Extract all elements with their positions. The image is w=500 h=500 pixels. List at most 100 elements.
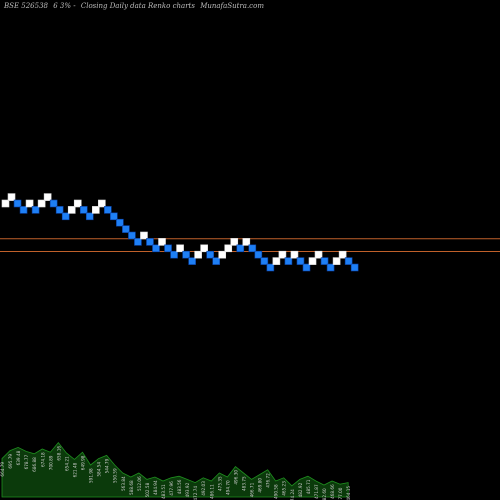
volume-label: 649.98 bbox=[81, 455, 86, 470]
renko-brick-up bbox=[332, 257, 341, 265]
renko-brick-up bbox=[73, 199, 82, 208]
renko-brick-down bbox=[212, 257, 220, 265]
volume-label: 674.18 bbox=[40, 452, 45, 467]
renko-brick-down bbox=[170, 250, 178, 259]
renko-brick-down bbox=[188, 257, 196, 265]
renko-brick-down bbox=[79, 206, 88, 214]
volume-label: 471.87 bbox=[314, 484, 319, 499]
volume-label: 472.74 bbox=[193, 486, 198, 500]
volume-label: 474.24 bbox=[290, 489, 295, 500]
renko-brick-down bbox=[254, 250, 263, 259]
renko-brick-up bbox=[43, 193, 52, 201]
volume-label: 486.11 bbox=[209, 484, 214, 499]
volume-label: 466.71 bbox=[250, 482, 255, 497]
volume-label: 483.56 bbox=[177, 479, 182, 494]
renko-brick-down bbox=[260, 257, 269, 265]
volume-label: 477.96 bbox=[169, 481, 174, 496]
renko-brick-down bbox=[296, 257, 305, 265]
renko-brick-down bbox=[320, 257, 329, 265]
volume-label: 482.92 bbox=[298, 482, 303, 497]
renko-brick-down bbox=[19, 206, 28, 214]
renko-brick-down bbox=[128, 231, 136, 240]
source-label: MunafaSutra.com bbox=[200, 2, 264, 10]
renko-brick-up bbox=[338, 250, 347, 259]
volume-label: 658.16 bbox=[56, 446, 61, 461]
volume-label: 588.68 bbox=[129, 480, 134, 495]
renko-brick-up bbox=[290, 250, 299, 259]
volume-label: 639.48 bbox=[16, 450, 21, 465]
volume-label: 483.51 bbox=[161, 484, 166, 499]
renko-brick-down bbox=[134, 238, 142, 246]
renko-brick-up bbox=[194, 250, 202, 259]
renko-brick-down bbox=[152, 244, 160, 253]
renko-brick-down bbox=[110, 212, 118, 221]
volume-label: 485.71 bbox=[306, 479, 311, 494]
volume-area bbox=[1, 441, 349, 498]
renko-brick-down bbox=[350, 263, 359, 272]
volume-label: 494.70 bbox=[225, 480, 230, 495]
renko-brick-down bbox=[122, 225, 130, 233]
renko-brick-up bbox=[176, 244, 184, 253]
volume-label: 654.21 bbox=[64, 456, 69, 471]
renko-brick-up bbox=[242, 238, 251, 246]
renko-brick-up bbox=[67, 206, 76, 214]
description-label: Closing Daily data Renko charts bbox=[80, 2, 195, 10]
renko-brick-up bbox=[230, 238, 239, 246]
volume-label: 496.30 bbox=[233, 470, 238, 485]
volume-label: 544.79 bbox=[105, 458, 110, 473]
renko-brick-up bbox=[7, 193, 16, 201]
symbol-label: BSE 526538 bbox=[4, 2, 48, 10]
volume-label: 465.23 bbox=[282, 481, 287, 496]
renko-brick-down bbox=[31, 206, 40, 214]
volume-label: 490.58 bbox=[274, 484, 279, 499]
renko-brick-down bbox=[13, 199, 22, 208]
renko-brick-down bbox=[302, 263, 311, 272]
volume-label: 483.75 bbox=[242, 476, 247, 491]
renko-brick-up bbox=[98, 199, 106, 208]
volume-label: 591.98 bbox=[89, 468, 94, 483]
volume-label: 482.60 bbox=[322, 488, 327, 500]
renko-brick-down bbox=[182, 250, 190, 259]
renko-brick-down bbox=[49, 199, 58, 208]
renko-brick-up bbox=[308, 257, 317, 265]
renko-brick-down bbox=[146, 238, 154, 246]
renko-brick-up bbox=[200, 244, 208, 253]
volume-label: 484.94 bbox=[153, 480, 158, 495]
renko-brick-down bbox=[85, 212, 94, 221]
renko-brick-up bbox=[272, 257, 281, 265]
renko-brick-down bbox=[236, 244, 245, 253]
renko-brick-up bbox=[1, 199, 10, 208]
renko-brick-down bbox=[104, 206, 112, 214]
renko-brick-down bbox=[284, 257, 293, 265]
renko-brick-up bbox=[314, 250, 323, 259]
change-label: 6 3% - bbox=[53, 2, 76, 10]
renko-brick-up bbox=[218, 250, 227, 259]
volume-label: 464.15 bbox=[346, 486, 351, 500]
renko-brick-down bbox=[164, 244, 172, 253]
volume-label: 584.54 bbox=[97, 462, 102, 477]
renko-brick-down bbox=[326, 263, 335, 272]
renko-brick-down bbox=[266, 263, 275, 272]
volume-label: 686.88 bbox=[32, 457, 37, 472]
renko-brick-up bbox=[92, 206, 100, 214]
renko-brick-down bbox=[61, 212, 70, 221]
volume-label: 469.80 bbox=[258, 478, 263, 493]
volume-label: 477.00 bbox=[338, 487, 343, 500]
volume-label: 678.77 bbox=[24, 454, 29, 469]
volume-label: 492.03 bbox=[201, 481, 206, 496]
renko-brick-up bbox=[158, 238, 166, 246]
volume-label: 695.79 bbox=[8, 454, 13, 469]
renko-brick-down bbox=[55, 206, 64, 214]
volume-label: 502.58 bbox=[145, 482, 150, 497]
renko-brick-down bbox=[248, 244, 257, 253]
volume-label: 475.35 bbox=[217, 476, 222, 491]
volume-label: 700.89 bbox=[48, 455, 53, 470]
renko-brick-up bbox=[140, 231, 148, 240]
renko-brick-up bbox=[278, 250, 287, 259]
volume-label: 621.48 bbox=[72, 462, 77, 477]
renko-brick-up bbox=[37, 199, 46, 208]
renko-brick-up bbox=[224, 244, 233, 253]
volume-label: 563.84 bbox=[121, 476, 126, 491]
